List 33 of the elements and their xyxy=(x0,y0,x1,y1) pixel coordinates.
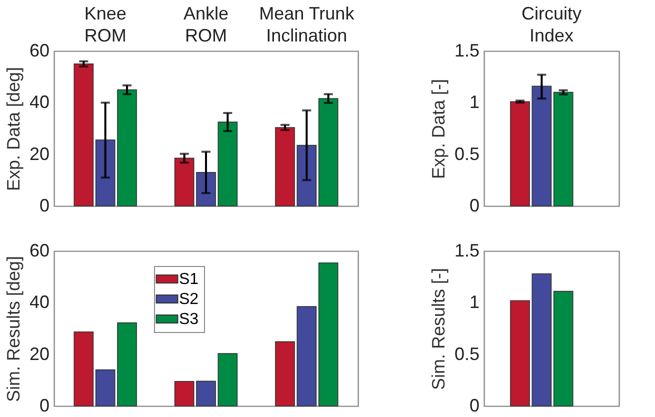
y-axis-title: Exp. Data [deg] xyxy=(3,66,24,192)
x-tick-label: Knee ROM xyxy=(84,4,126,46)
y-tick-label: 0 xyxy=(39,196,50,216)
y-axis-title: Exp. Data [-] xyxy=(428,78,448,180)
y-tick-label: 0.5 xyxy=(454,144,480,164)
y-tick-label: 20 xyxy=(29,144,50,164)
legend-label: S3 xyxy=(179,311,199,328)
y-tick-label: 1.5 xyxy=(454,40,480,60)
y-tick-label: 40 xyxy=(29,292,50,312)
y-tick-label: 1 xyxy=(469,292,480,312)
bar xyxy=(74,64,94,206)
y-tick-label: 1.5 xyxy=(454,240,480,260)
y-axis-title: Sim. Results [deg] xyxy=(3,256,24,402)
y-axis-title: Sim. Results [-] xyxy=(428,268,448,390)
bar xyxy=(318,98,338,206)
y-tick-label: 0 xyxy=(469,196,480,216)
y-tick-label: 0 xyxy=(39,396,50,416)
x-tick-label: Circuity Index xyxy=(521,4,582,46)
bar xyxy=(553,92,574,206)
y-tick-label: 0.5 xyxy=(454,344,480,364)
bar xyxy=(74,331,94,406)
legend-label: S1 xyxy=(179,271,199,288)
x-tick-label: Mean Trunk Inclination xyxy=(259,4,356,46)
x-tick-label: Ankle ROM xyxy=(183,4,229,46)
legend-label: S2 xyxy=(179,291,199,308)
y-tick-label: 40 xyxy=(29,92,50,112)
y-tick-label: 0 xyxy=(469,396,480,416)
y-tick-label: 60 xyxy=(29,40,50,60)
y-tick-label: 60 xyxy=(29,240,50,260)
bar xyxy=(318,262,338,406)
y-tick-label: 20 xyxy=(29,344,50,364)
bar xyxy=(553,290,574,406)
y-tick-label: 1 xyxy=(469,92,480,112)
